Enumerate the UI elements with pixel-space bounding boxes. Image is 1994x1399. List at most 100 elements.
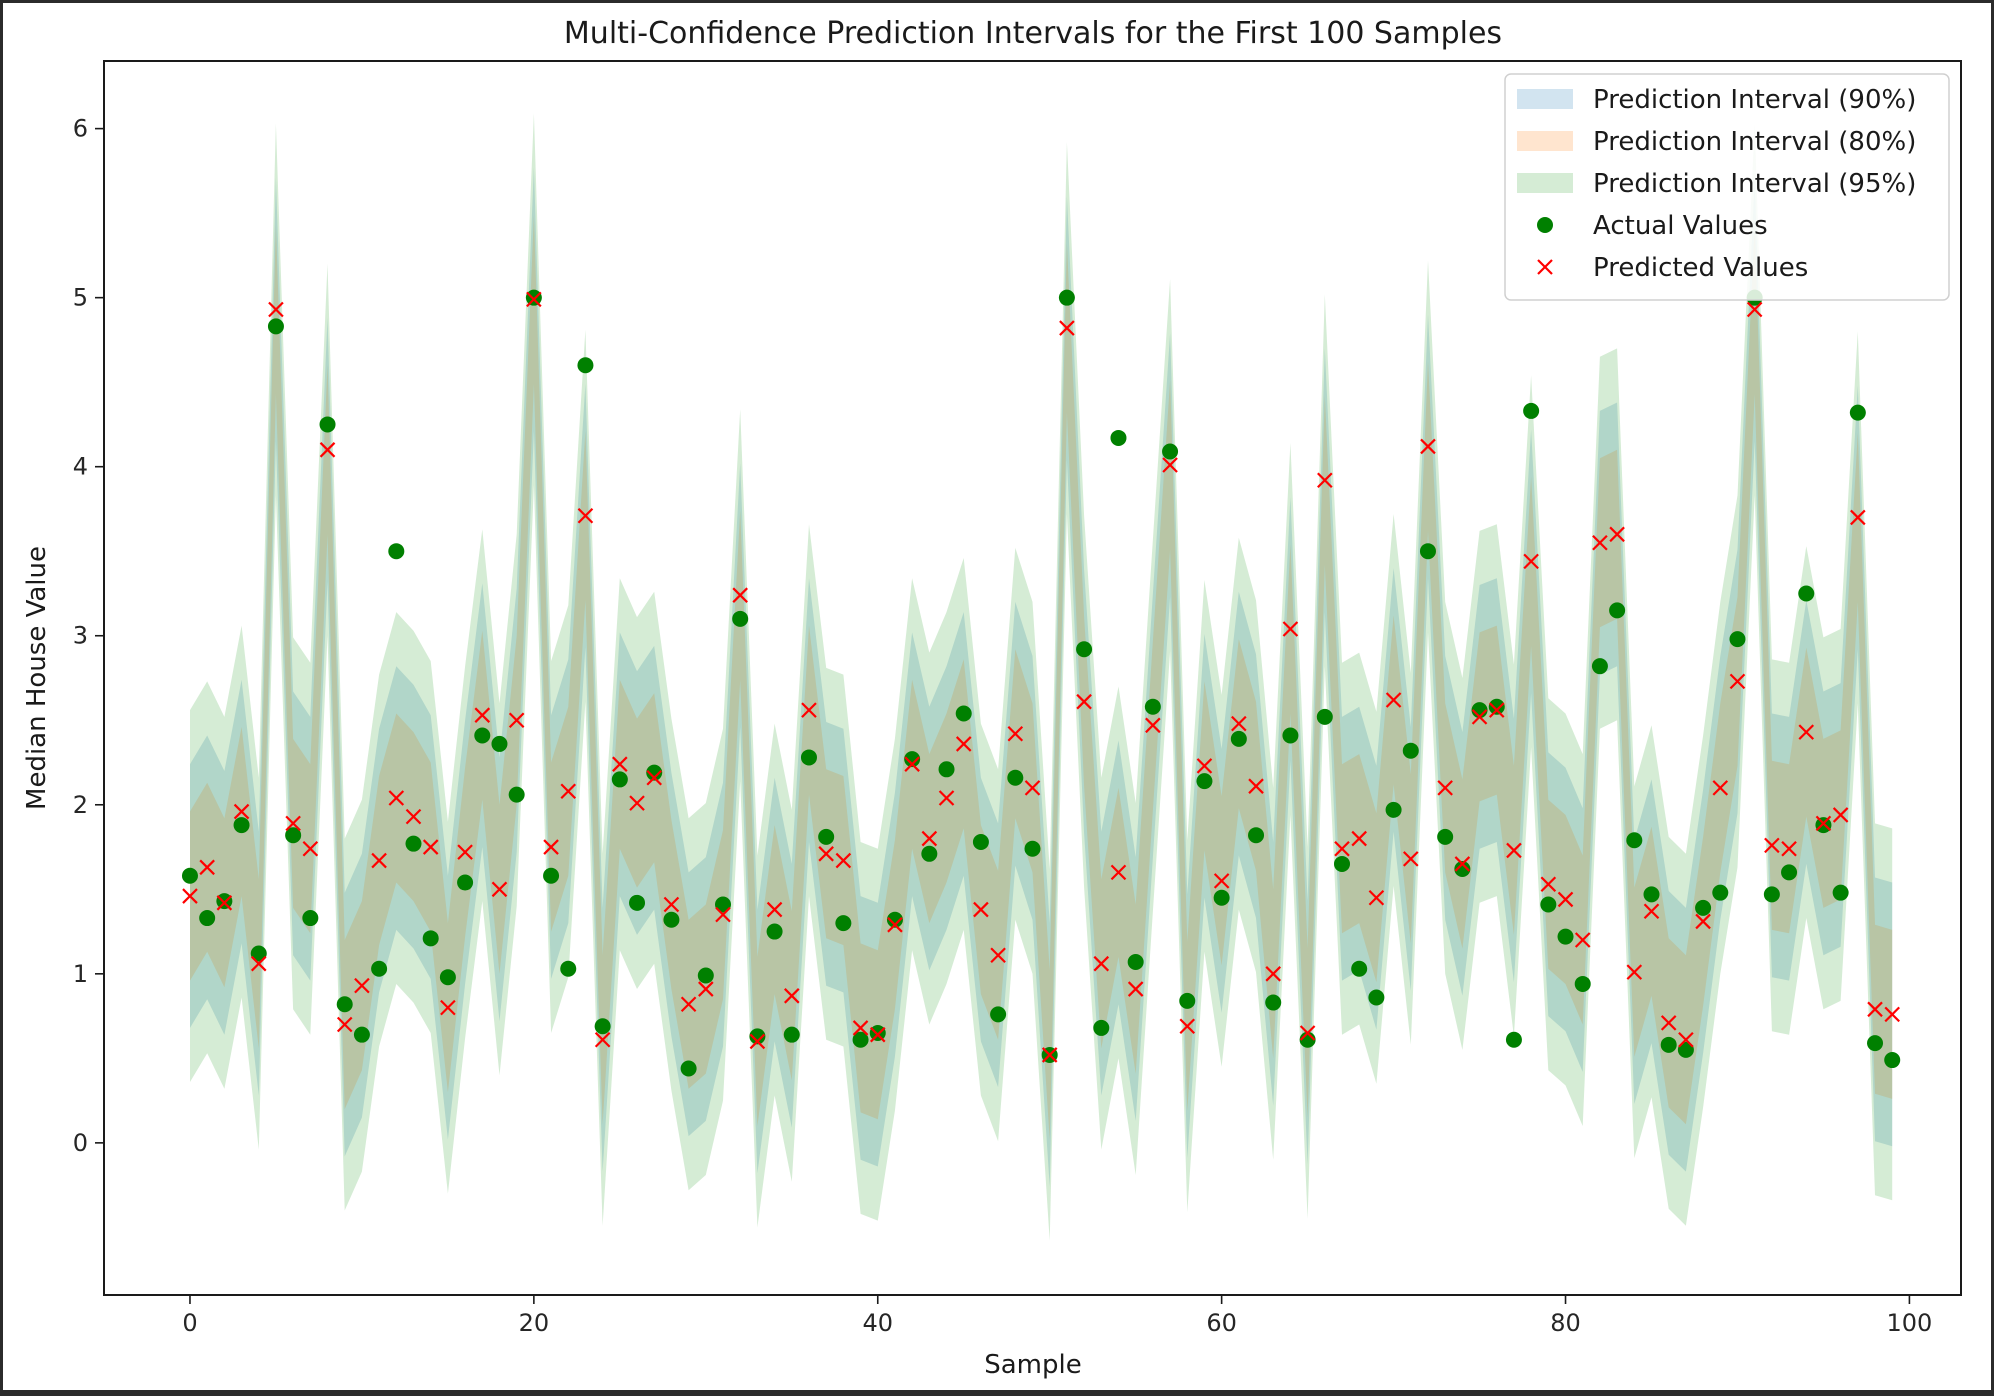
- predicted-marker: [371, 852, 387, 869]
- actual-point: [1815, 817, 1832, 834]
- actual-point: [835, 915, 852, 932]
- y-tick-label: 0: [73, 1129, 88, 1157]
- chart-title: Multi-Confidence Prediction Intervals fo…: [564, 16, 1502, 51]
- predicted-marker: [869, 1026, 886, 1043]
- chart: Multi-Confidence Prediction Intervals fo…: [22, 16, 1962, 1380]
- predicted-marker: [1368, 889, 1385, 906]
- actual-point: [1729, 631, 1746, 648]
- predicted-marker: [1007, 726, 1024, 742]
- predicted-marker: [1420, 438, 1436, 455]
- predicted-marker: [1076, 693, 1092, 710]
- predicted-marker: [1162, 457, 1178, 473]
- predicted-marker: [1179, 1018, 1196, 1035]
- predicted-marker: [835, 852, 852, 869]
- actual-point: [405, 835, 422, 852]
- predicted-marker: [491, 881, 508, 898]
- predicted-marker: [440, 999, 456, 1016]
- predicted-marker: [1265, 966, 1281, 982]
- actual-point: [1763, 886, 1780, 903]
- legend: Prediction Interval (90%) Prediction Inte…: [1504, 73, 1950, 301]
- predicted-marker: [1764, 837, 1780, 854]
- predicted-marker: [577, 507, 594, 524]
- actual-point: [1162, 443, 1179, 460]
- predicted-marker: [302, 840, 319, 857]
- predicted-marker: [457, 844, 473, 860]
- actual-point: [1196, 773, 1213, 790]
- predicted-marker: [1609, 526, 1625, 543]
- predicted-marker: [1695, 913, 1711, 930]
- actual-point: [1695, 899, 1712, 916]
- actual-point: [1454, 861, 1471, 878]
- x-tick-label: 40: [862, 1309, 893, 1337]
- actual-point: [1265, 994, 1282, 1011]
- predicted-marker: [354, 977, 370, 994]
- predicted-marker: [1678, 1031, 1694, 1048]
- predicted-marker: [1729, 673, 1746, 690]
- legend-label: Prediction Interval (80%): [1593, 127, 1916, 157]
- actual-point: [663, 911, 680, 928]
- actual-point: [818, 828, 835, 845]
- actual-point: [250, 945, 267, 962]
- actual-point: [560, 960, 577, 977]
- predicted-marker: [1884, 1006, 1900, 1023]
- actual-point: [388, 543, 405, 560]
- predicted-marker: [1867, 1001, 1883, 1018]
- y-tick-label: 3: [73, 622, 88, 650]
- actual-point: [766, 923, 783, 940]
- legend-swatch: [1517, 173, 1573, 193]
- predicted-marker: [680, 996, 697, 1013]
- predicted-marker: [1248, 778, 1264, 794]
- y-tick-label: 6: [73, 115, 88, 143]
- predicted-marker: [783, 988, 800, 1004]
- prediction-bands: [190, 113, 1893, 1241]
- predicted-marker: [904, 756, 920, 772]
- predicted-marker: [973, 901, 989, 918]
- x-tick-label: 60: [1206, 1309, 1237, 1337]
- actual-point: [938, 761, 955, 778]
- actual-point: [1248, 827, 1265, 844]
- actual-point: [199, 910, 216, 927]
- predicted-marker: [1557, 891, 1574, 908]
- x-tick-label: 100: [1887, 1309, 1933, 1337]
- actual-point: [353, 1026, 370, 1043]
- x-tick-label: 0: [182, 1309, 197, 1337]
- predicted-marker: [543, 839, 559, 855]
- actual-point: [1127, 953, 1144, 970]
- predicted-marker: [1403, 851, 1419, 867]
- predicted-marker: [612, 756, 628, 772]
- y-tick-label: 1: [73, 960, 88, 988]
- predicted-marker: [749, 1033, 766, 1050]
- actual-point: [955, 705, 972, 722]
- predicted-marker: [1317, 472, 1333, 488]
- actual-point: [1437, 828, 1454, 845]
- x-axis-label: Sample: [984, 1350, 1082, 1380]
- actual-point: [1677, 1041, 1694, 1058]
- actual-point: [1144, 698, 1161, 715]
- x-tick-label: 20: [519, 1309, 550, 1337]
- legend-box: [1504, 73, 1950, 301]
- actual-point: [611, 771, 628, 788]
- legend-marker-x: [1537, 259, 1553, 275]
- predicted-marker: [698, 981, 714, 997]
- legend-swatch: [1517, 89, 1573, 109]
- x-tick-label: 80: [1550, 1309, 1581, 1337]
- predicted-marker: [990, 947, 1006, 964]
- actual-point: [508, 786, 525, 803]
- actual-point: [1093, 1019, 1110, 1036]
- actual-point: [1110, 429, 1127, 446]
- plot-area-border: [103, 60, 1962, 1296]
- actual-point: [1832, 884, 1849, 901]
- predicted-marker: [508, 712, 525, 729]
- actual-point: [1488, 698, 1505, 715]
- actual-point: [904, 751, 921, 768]
- predicted-marker: [629, 795, 645, 811]
- actual-point: [1058, 289, 1075, 306]
- predicted-marker: [1781, 840, 1797, 857]
- predicted-marker: [422, 839, 439, 855]
- actual-point: [525, 289, 542, 306]
- actual-point: [1626, 832, 1643, 849]
- predicted-marker: [1660, 1015, 1677, 1031]
- predicted-marker: [1231, 715, 1247, 732]
- actual-point: [1402, 742, 1419, 759]
